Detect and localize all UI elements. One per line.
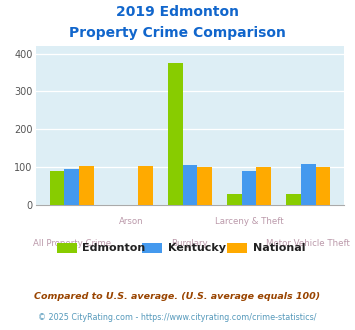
Text: Arson: Arson — [119, 217, 143, 226]
Bar — [182, 165, 197, 205]
Text: Larceny & Theft: Larceny & Theft — [215, 217, 283, 226]
Text: © 2025 CityRating.com - https://www.cityrating.com/crime-statistics/: © 2025 CityRating.com - https://www.city… — [38, 313, 317, 322]
Bar — [242, 171, 256, 205]
Bar — [79, 166, 94, 205]
Bar — [256, 167, 271, 205]
Bar — [50, 171, 64, 205]
Bar — [316, 167, 330, 205]
Text: Edmonton: Edmonton — [82, 243, 146, 253]
Bar — [197, 167, 212, 205]
Text: Kentucky: Kentucky — [168, 243, 225, 253]
Text: All Property Crime: All Property Crime — [33, 240, 111, 248]
Bar — [286, 194, 301, 205]
Text: 2019 Edmonton: 2019 Edmonton — [116, 5, 239, 19]
Bar — [301, 164, 316, 205]
Text: Property Crime Comparison: Property Crime Comparison — [69, 26, 286, 40]
Text: Burglary: Burglary — [171, 240, 208, 248]
Text: Motor Vehicle Theft: Motor Vehicle Theft — [266, 240, 350, 248]
Bar — [138, 166, 153, 205]
Bar — [64, 169, 79, 205]
Text: Compared to U.S. average. (U.S. average equals 100): Compared to U.S. average. (U.S. average … — [34, 292, 321, 301]
Bar — [168, 63, 182, 205]
Text: National: National — [253, 243, 305, 253]
Bar — [227, 194, 242, 205]
